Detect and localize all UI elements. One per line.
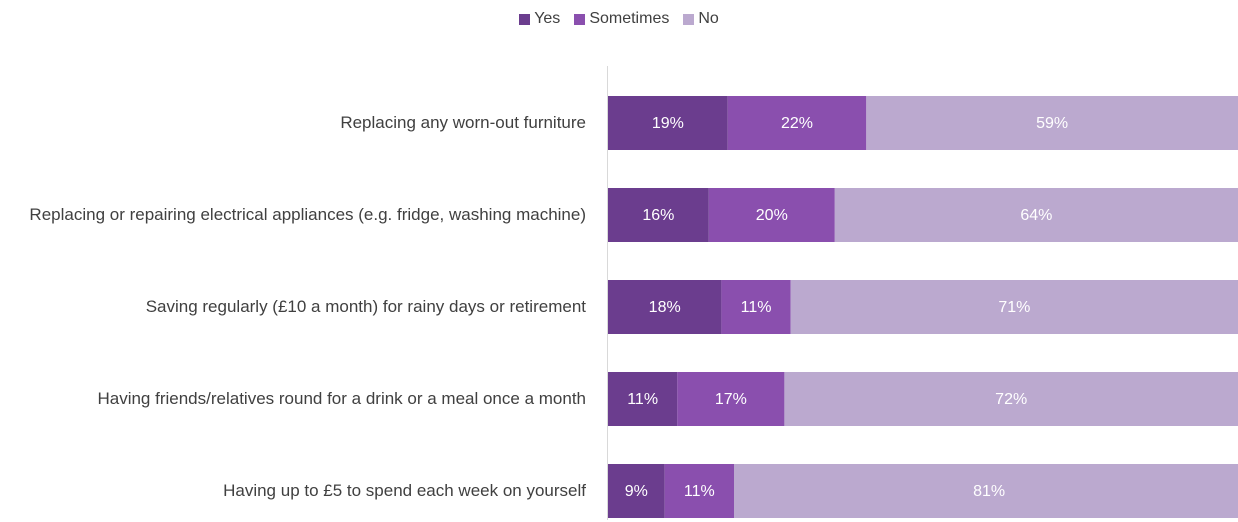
- bar-segment: [608, 96, 728, 150]
- legend-swatch: [683, 13, 695, 25]
- data-label: 18%: [649, 299, 681, 316]
- bar-segment: [608, 372, 678, 426]
- bar-segment: [734, 464, 1238, 518]
- legend-label: No: [698, 10, 719, 27]
- data-label: 16%: [642, 207, 674, 224]
- data-label: 11%: [684, 483, 715, 500]
- data-label: 64%: [1020, 207, 1052, 224]
- legend-label: Yes: [534, 10, 561, 27]
- legend-swatch: [519, 13, 531, 25]
- bar-segment: [608, 464, 665, 518]
- bar-segment: [790, 280, 1238, 334]
- bar-segment: [664, 464, 734, 518]
- legend-item: No: [683, 10, 719, 28]
- data-label: 20%: [756, 207, 788, 224]
- data-label: 17%: [715, 391, 747, 408]
- category-label: Replacing any worn-out furniture: [340, 113, 586, 132]
- legend: Yes Sometimes No: [0, 10, 1238, 28]
- legend-item: Sometimes: [574, 10, 669, 28]
- bar-segment: [784, 372, 1238, 426]
- bar-segment: [866, 96, 1238, 150]
- data-label: 9%: [625, 483, 648, 500]
- data-label: 11%: [741, 299, 772, 316]
- data-label: 71%: [998, 299, 1030, 316]
- bar-segment: [608, 280, 722, 334]
- data-label: 59%: [1036, 115, 1068, 132]
- bar-segment: [708, 188, 835, 242]
- data-label: 22%: [781, 115, 813, 132]
- bar-segment: [834, 188, 1238, 242]
- legend-swatch: [574, 13, 586, 25]
- bar-segment: [727, 96, 867, 150]
- category-label: Having up to £5 to spend each week on yo…: [223, 481, 586, 500]
- data-label: 11%: [627, 391, 658, 408]
- legend-item: Yes: [519, 10, 560, 28]
- legend-label: Sometimes: [589, 10, 670, 27]
- bar-segment: [721, 280, 791, 334]
- data-label: 19%: [652, 115, 684, 132]
- category-label: Having friends/relatives round for a dri…: [97, 389, 586, 408]
- category-label: Replacing or repairing electrical applia…: [29, 205, 586, 224]
- data-label: 81%: [973, 483, 1005, 500]
- category-label: Saving regularly (£10 a month) for rainy…: [145, 297, 586, 316]
- bar-segment: [608, 188, 709, 242]
- bar-segment: [677, 372, 785, 426]
- data-label: 72%: [995, 391, 1027, 408]
